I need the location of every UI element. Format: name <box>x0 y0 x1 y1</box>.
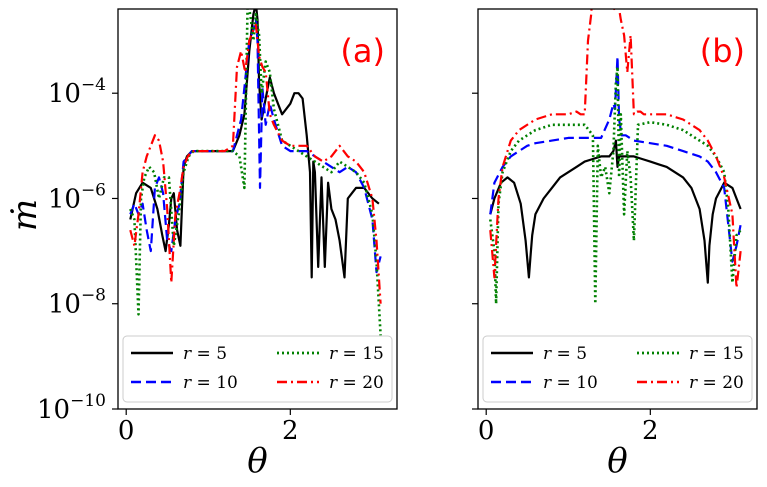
panel-label: (b) <box>700 32 745 70</box>
y-tick-label: 10−2 <box>48 0 106 4</box>
series-line-r20 <box>129 23 382 304</box>
y-tick-label: 10−4 <box>48 75 106 109</box>
x-tick-label: 2 <box>642 416 659 446</box>
series-line-r10 <box>489 55 742 263</box>
legend-label-r5: r = 5 <box>183 344 227 364</box>
axes-frame <box>117 8 398 410</box>
legend-box <box>482 335 753 403</box>
axes-frame <box>477 8 758 410</box>
panel-b: 0 2θ (b) r = 5 r = 10 r = 15 r = 20 <box>472 8 758 481</box>
x-axis-label: θ <box>247 441 267 481</box>
legend-label-r20: r = 20 <box>689 373 744 393</box>
series-line-r5 <box>129 9 380 279</box>
legend-label-r10: r = 10 <box>183 373 238 393</box>
panel-label: (a) <box>340 32 385 70</box>
legend-label-r5: r = 5 <box>543 344 587 364</box>
legend-label-r20: r = 20 <box>329 373 384 393</box>
x-axis-label: θ <box>607 441 627 481</box>
x-tick-label: 0 <box>478 416 495 446</box>
series-line-r15 <box>129 9 382 336</box>
x-tick-label: 2 <box>282 416 299 446</box>
y-tick-label: 10−6 <box>48 180 106 214</box>
y-tick-label: 10−10 <box>37 391 106 425</box>
series-line-r5 <box>489 139 742 284</box>
legend-label-r10: r = 10 <box>543 373 598 393</box>
legend-label-r15: r = 15 <box>329 344 384 364</box>
y-axis-label: ṁ <box>5 199 45 231</box>
x-tick-label: 0 <box>118 416 135 446</box>
series-group <box>129 9 382 336</box>
legend-box <box>122 335 393 403</box>
series-group <box>489 9 742 305</box>
legend: r = 5 r = 10 r = 15 r = 20 <box>482 335 753 403</box>
legend-label-r15: r = 15 <box>689 344 744 364</box>
series-line-r15 <box>489 65 742 305</box>
y-tick-label: 10−8 <box>48 286 106 320</box>
legend: r = 5 r = 10 r = 15 r = 20 <box>122 335 393 403</box>
